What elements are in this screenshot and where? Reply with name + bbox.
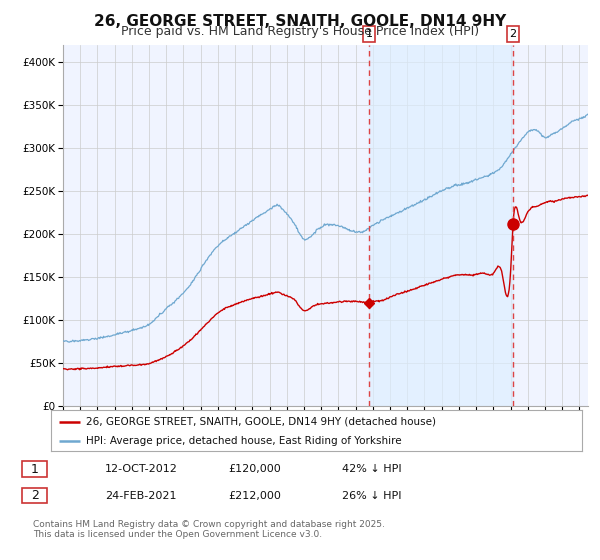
Text: 26% ↓ HPI: 26% ↓ HPI (342, 491, 401, 501)
Text: 2: 2 (509, 29, 517, 39)
Text: 1: 1 (31, 463, 39, 476)
Text: Price paid vs. HM Land Registry's House Price Index (HPI): Price paid vs. HM Land Registry's House … (121, 25, 479, 38)
Text: 1: 1 (366, 29, 373, 39)
Text: 2: 2 (31, 489, 39, 502)
Text: £212,000: £212,000 (228, 491, 281, 501)
Text: 24-FEB-2021: 24-FEB-2021 (105, 491, 176, 501)
Bar (369, 45, 513, 406)
Text: 26, GEORGE STREET, SNAITH, GOOLE, DN14 9HY: 26, GEORGE STREET, SNAITH, GOOLE, DN14 9… (94, 14, 506, 29)
Text: 42% ↓ HPI: 42% ↓ HPI (342, 464, 401, 474)
Text: 26, GEORGE STREET, SNAITH, GOOLE, DN14 9HY (detached house): 26, GEORGE STREET, SNAITH, GOOLE, DN14 9… (86, 417, 436, 427)
Text: HPI: Average price, detached house, East Riding of Yorkshire: HPI: Average price, detached house, East… (86, 436, 401, 446)
Text: Contains HM Land Registry data © Crown copyright and database right 2025.
This d: Contains HM Land Registry data © Crown c… (33, 520, 385, 539)
Text: 12-OCT-2012: 12-OCT-2012 (105, 464, 178, 474)
Text: £120,000: £120,000 (228, 464, 281, 474)
